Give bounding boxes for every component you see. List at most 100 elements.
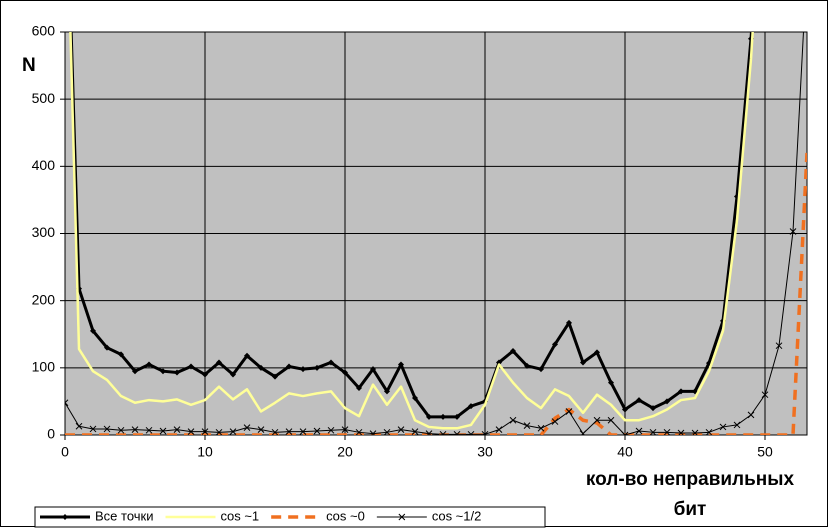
point-marker	[384, 388, 390, 395]
point-marker	[622, 406, 628, 413]
point-marker	[663, 428, 671, 435]
point-marker	[383, 428, 391, 435]
y-tick-label: 100	[32, 359, 56, 375]
point-marker	[202, 371, 208, 378]
y-tick-label: 500	[32, 90, 56, 106]
point-marker	[131, 426, 139, 433]
point-marker	[636, 397, 642, 404]
x-tick-label: 20	[337, 444, 353, 460]
point-marker	[733, 421, 741, 429]
point-marker	[271, 428, 279, 435]
y-tick-label: 400	[32, 157, 56, 173]
point-marker	[453, 430, 461, 435]
point-marker	[341, 426, 349, 433]
point-marker	[103, 425, 111, 433]
point-marker	[691, 429, 699, 435]
point-marker	[496, 359, 502, 366]
point-marker	[118, 351, 124, 358]
point-marker	[300, 366, 306, 373]
point-marker	[299, 428, 307, 435]
x-tick-label: 10	[197, 444, 213, 460]
point-marker	[286, 363, 292, 370]
point-marker	[537, 424, 545, 432]
point-marker	[65, 399, 69, 407]
point-marker	[411, 428, 419, 435]
point-marker	[635, 427, 643, 435]
point-marker	[370, 366, 376, 373]
point-marker	[258, 364, 264, 371]
point-marker	[342, 369, 348, 376]
point-marker	[761, 391, 769, 399]
point-marker	[355, 428, 363, 435]
point-marker	[75, 422, 83, 430]
legend-label: cos ~0	[326, 508, 365, 523]
point-marker	[495, 426, 503, 433]
x-axis-title: бит	[674, 499, 707, 520]
point-marker	[467, 430, 475, 435]
point-marker	[89, 425, 97, 433]
point-marker	[188, 363, 194, 370]
point-marker	[775, 342, 783, 350]
point-marker	[117, 426, 125, 434]
point-marker	[593, 416, 601, 424]
point-marker	[257, 426, 265, 433]
point-marker	[607, 416, 615, 424]
point-marker	[510, 348, 516, 355]
x-tick-label: 30	[477, 444, 493, 460]
point-marker	[524, 362, 530, 369]
point-marker	[719, 423, 727, 431]
point-marker	[650, 405, 656, 412]
legend-marker	[398, 513, 406, 521]
point-marker	[468, 403, 474, 410]
point-marker	[552, 341, 558, 348]
point-marker	[664, 398, 670, 405]
legend-label: cos ~1/2	[432, 508, 482, 523]
point-marker	[104, 344, 110, 351]
point-marker	[454, 413, 460, 420]
legend-label: Все точки	[95, 508, 154, 523]
point-marker	[566, 319, 572, 326]
plot-area	[64, 31, 808, 436]
point-marker	[412, 395, 418, 402]
point-marker	[538, 366, 544, 373]
point-marker	[215, 428, 223, 435]
point-marker	[314, 364, 320, 371]
y-tick-label: 300	[32, 224, 56, 240]
point-marker	[369, 430, 377, 435]
point-marker	[649, 428, 657, 435]
point-marker	[272, 373, 278, 380]
point-marker	[678, 388, 684, 395]
point-marker	[313, 427, 321, 435]
point-marker	[285, 428, 293, 435]
point-marker	[145, 426, 153, 434]
point-marker	[146, 361, 152, 368]
point-marker	[580, 359, 586, 366]
point-marker	[216, 359, 222, 366]
point-marker	[356, 384, 362, 391]
point-marker	[397, 426, 405, 433]
point-marker	[440, 413, 446, 420]
point-marker	[523, 422, 531, 429]
point-marker	[327, 426, 335, 434]
point-marker	[243, 424, 251, 431]
point-marker	[426, 413, 432, 420]
point-marker	[439, 430, 447, 435]
point-marker	[229, 428, 237, 435]
legend-marker	[62, 514, 68, 520]
point-marker	[677, 429, 685, 435]
point-marker	[565, 408, 573, 415]
point-marker	[789, 228, 797, 235]
point-marker	[90, 327, 96, 334]
point-marker	[328, 359, 334, 366]
x-tick-label: 0	[61, 444, 69, 460]
point-marker	[201, 428, 209, 435]
y-axis-title: N	[22, 55, 36, 76]
y-tick-label: 600	[32, 23, 56, 39]
point-marker	[174, 369, 180, 376]
point-marker	[187, 428, 195, 435]
point-marker	[579, 430, 587, 435]
point-marker	[509, 416, 517, 424]
series-line	[69, 32, 754, 430]
point-marker	[160, 368, 166, 375]
